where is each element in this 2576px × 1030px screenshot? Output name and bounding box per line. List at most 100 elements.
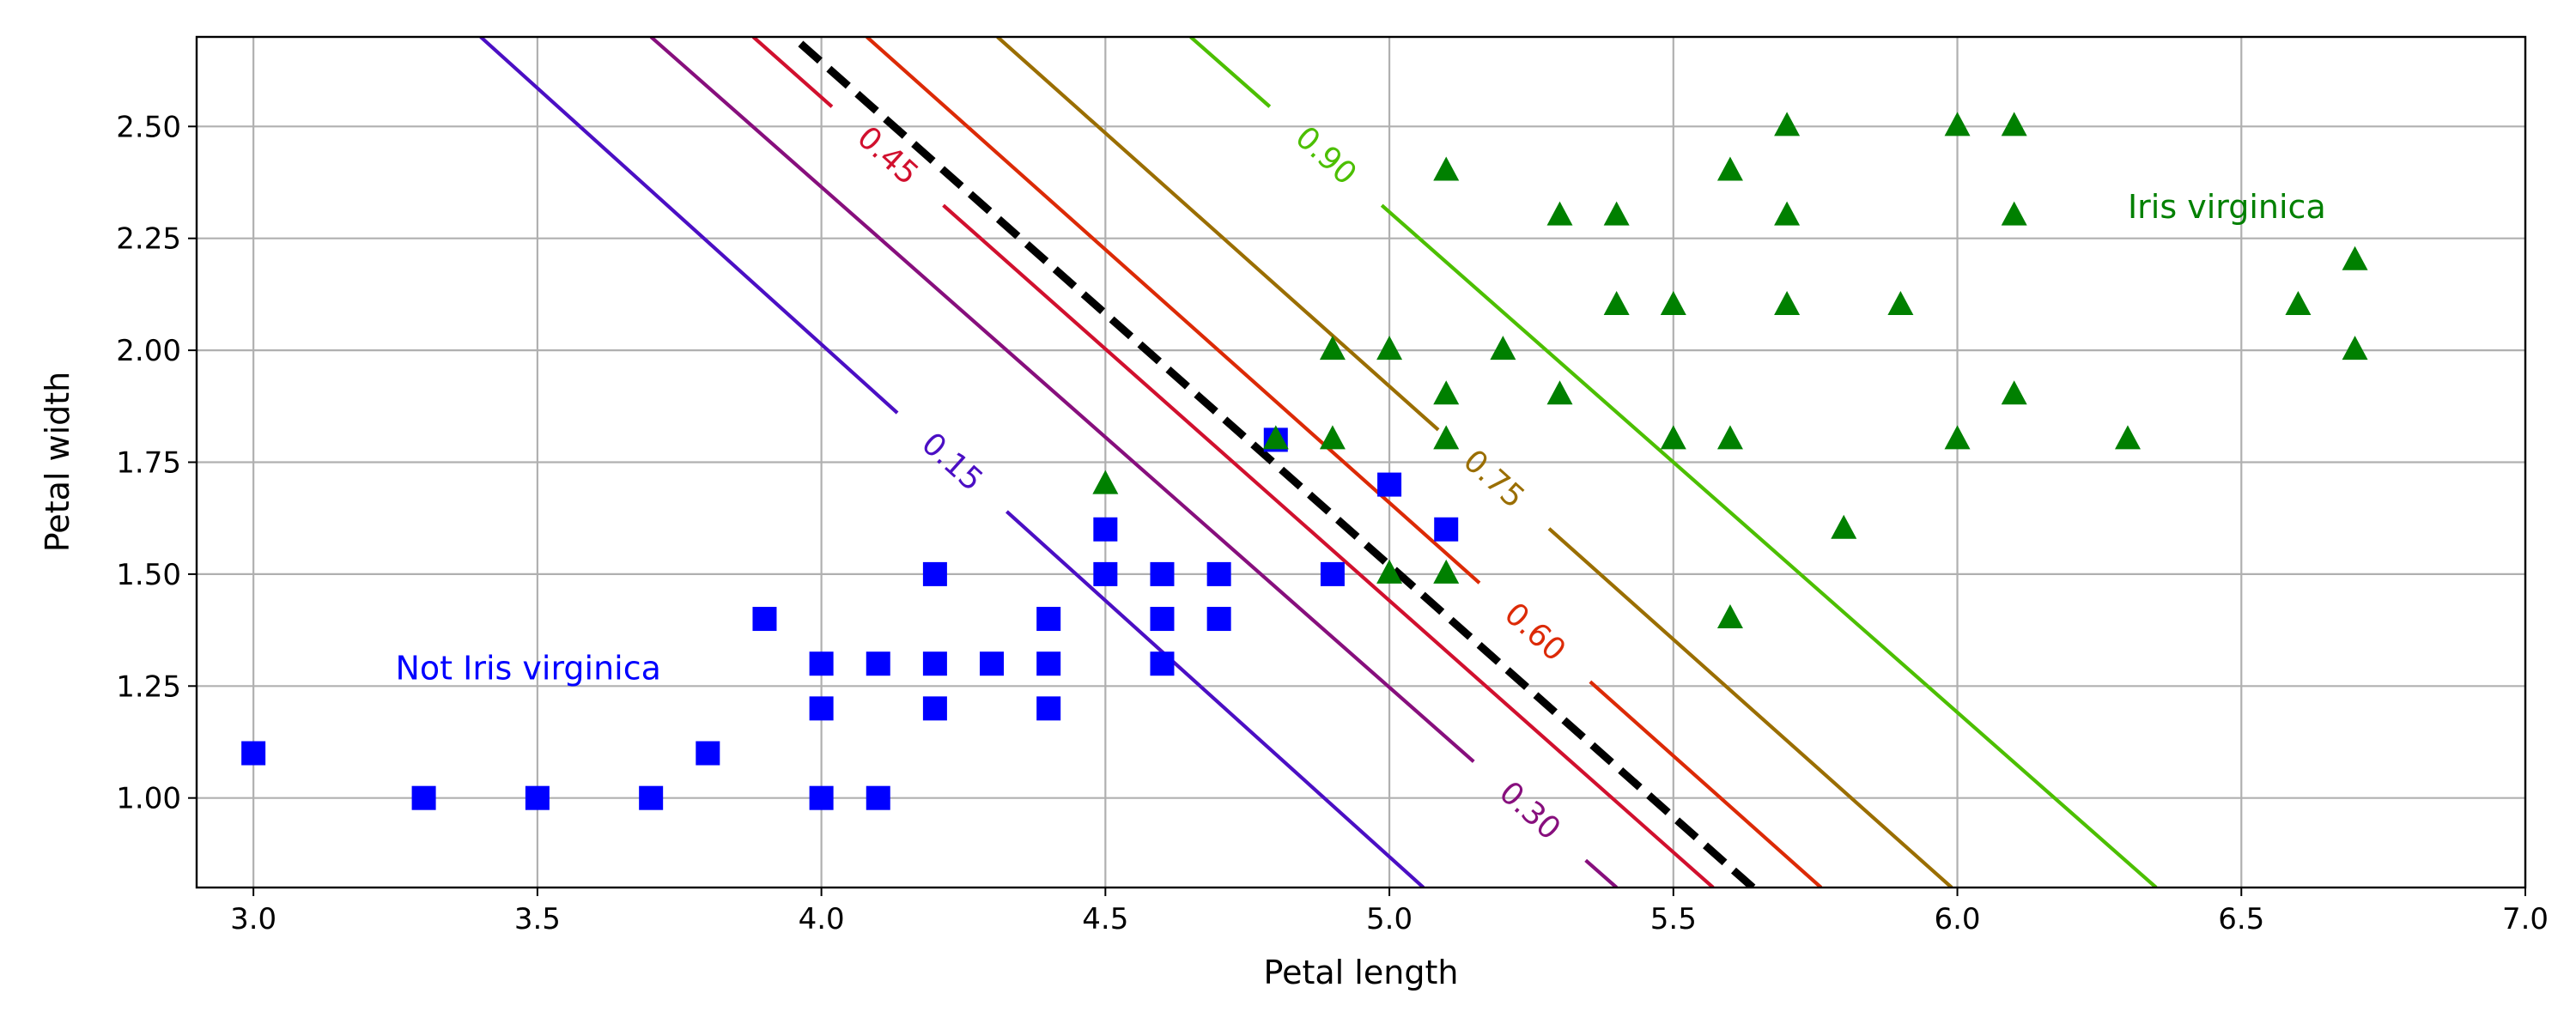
x-tick-label: 7.0	[2502, 902, 2549, 936]
class-annotation: Not Iris virginica	[396, 649, 661, 687]
triangle-point	[1944, 112, 1971, 136]
square-point	[1036, 651, 1061, 676]
square-point	[241, 741, 266, 766]
x-tick-label: 4.0	[799, 902, 845, 936]
triangle-point	[2342, 336, 2368, 360]
x-tick-label: 3.5	[514, 902, 561, 936]
square-point	[1150, 561, 1175, 586]
triangle-point	[1546, 380, 1573, 405]
square-point	[1036, 607, 1061, 632]
axis-ticks: 3.0 3.5 4.0 4.5 5.0 5.5 6.0 6.5 7.0 1.00 1.25 1.50 1…	[116, 110, 2549, 936]
triangle-point	[1660, 290, 1686, 315]
square-point	[866, 651, 890, 676]
y-tick-label: 1.00	[116, 782, 181, 816]
triangle-point	[1831, 514, 1857, 539]
triangle-point	[1603, 201, 1630, 226]
triangle-point	[2001, 380, 2027, 405]
triangle-point	[1887, 290, 1914, 315]
y-tick-label: 1.50	[116, 558, 181, 592]
triangle-point	[1433, 380, 1460, 405]
square-point	[922, 651, 947, 676]
triangle-point	[2001, 201, 2027, 226]
x-tick-label: 4.5	[1082, 902, 1128, 936]
triangle-point	[1433, 425, 1460, 450]
class-annotation: Iris virginica	[2128, 188, 2326, 226]
square-point	[1206, 607, 1231, 632]
triangle-point	[1376, 559, 1403, 584]
contour-line-0.60	[866, 37, 1823, 888]
contour-line-0.90	[1189, 37, 2158, 888]
x-tick-label: 3.0	[230, 902, 276, 936]
square-point	[809, 785, 834, 810]
triangle-point	[1319, 425, 1346, 450]
square-point	[809, 696, 834, 721]
square-point	[922, 561, 947, 586]
triangle-point	[2342, 245, 2368, 270]
x-axis-title: Petal length	[1264, 954, 1459, 991]
data-points	[241, 112, 2368, 810]
square-point	[1150, 651, 1175, 676]
square-point	[696, 741, 720, 766]
triangle-point	[1546, 201, 1573, 226]
y-tick-label: 2.25	[116, 222, 181, 257]
square-point	[1320, 561, 1345, 586]
contour-label: 0.15	[914, 426, 989, 498]
contour-label: 0.90	[1289, 120, 1364, 192]
square-point	[525, 785, 550, 810]
triangle-point	[1774, 201, 1801, 226]
square-point	[922, 696, 947, 721]
square-point	[1093, 517, 1118, 542]
x-tick-label: 6.0	[1934, 902, 1980, 936]
triangle-point	[1376, 336, 1403, 360]
x-tick-label: 5.0	[1366, 902, 1413, 936]
contour-label: 0.75	[1456, 443, 1531, 515]
triangle-point	[1660, 425, 1686, 450]
triangle-point	[1490, 336, 1516, 360]
y-tick-label: 1.75	[116, 446, 181, 481]
grid	[197, 37, 2527, 888]
triangle-point	[1774, 290, 1801, 315]
square-point	[411, 785, 436, 810]
square-point	[866, 785, 890, 810]
triangle-point	[1944, 425, 1971, 450]
contour-line-0.15	[479, 37, 1425, 888]
y-axis-title: Petal width	[39, 372, 76, 553]
triangle-point	[1774, 112, 1801, 136]
square-point	[1206, 561, 1231, 586]
square-point	[1377, 472, 1402, 497]
y-tick-label: 1.25	[116, 670, 181, 704]
probability-contours	[479, 37, 2158, 888]
triangle-point	[1716, 425, 1743, 450]
square-point	[1036, 696, 1061, 721]
contour-label: 0.45	[850, 120, 925, 192]
triangle-point	[1603, 290, 1630, 315]
triangle-point	[2114, 425, 2141, 450]
contour-label: 0.30	[1492, 775, 1567, 847]
x-tick-label: 6.5	[2218, 902, 2264, 936]
triangle-point	[1433, 156, 1460, 181]
contour-line-0.45	[751, 37, 1715, 888]
triangle-point	[1433, 559, 1460, 584]
triangle-point	[1319, 336, 1346, 360]
triangle-point	[1716, 604, 1743, 629]
y-tick-label: 2.50	[116, 110, 181, 144]
square-point	[1093, 561, 1118, 586]
triangle-point	[1092, 470, 1119, 494]
square-point	[1434, 517, 1459, 542]
square-point	[1150, 607, 1175, 632]
decision-boundary-layer	[790, 37, 1756, 888]
square-point	[752, 607, 777, 632]
class-annotations: Not Iris virginica Iris virginica	[396, 188, 2326, 687]
contour-line-0.75	[996, 37, 1953, 888]
square-point	[809, 651, 834, 676]
square-point	[980, 651, 1005, 676]
decision-boundary-line	[790, 37, 1756, 888]
triangle-point	[2285, 290, 2312, 315]
square-point	[639, 785, 664, 810]
triangle-point	[2001, 112, 2027, 136]
triangle-point	[1262, 425, 1289, 450]
x-tick-label: 5.5	[1650, 902, 1697, 936]
y-tick-label: 2.00	[116, 334, 181, 368]
triangle-point	[1716, 156, 1743, 181]
